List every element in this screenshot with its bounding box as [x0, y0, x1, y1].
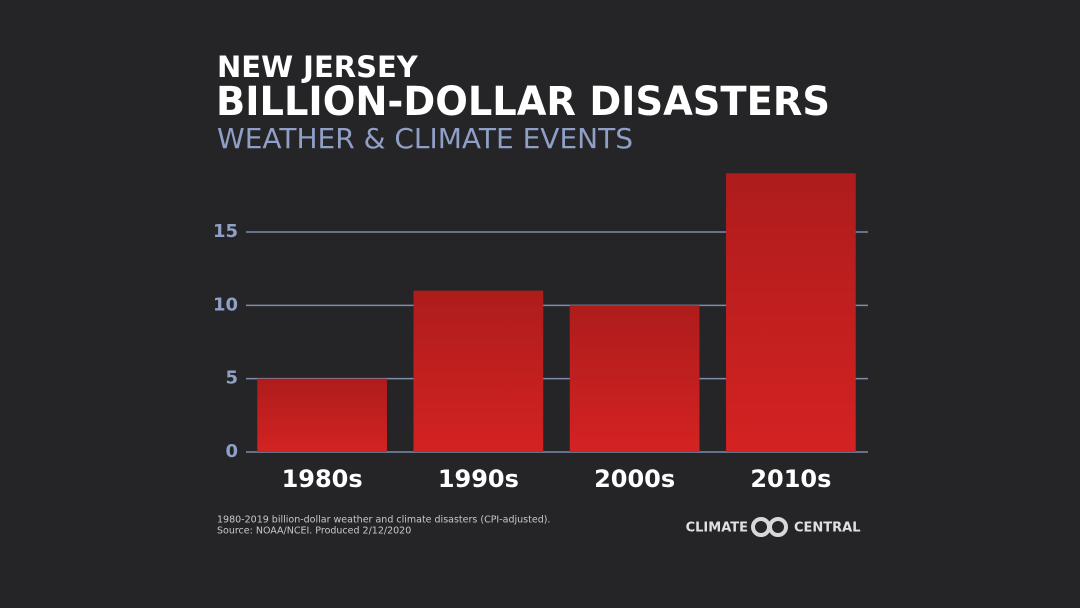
- footnote: Source: NOAA/NCEI. Produced 2/12/2020: [217, 526, 411, 537]
- x-tick-label: 2000s: [594, 465, 675, 493]
- logo-text: CENTRAL: [794, 521, 861, 536]
- y-tick-label: 15: [213, 221, 238, 242]
- chart-title: BILLION-DOLLAR DISASTERS: [216, 79, 830, 125]
- x-tick-label: 2010s: [750, 465, 831, 493]
- bar-shade: [569, 305, 700, 452]
- bar-shade: [257, 378, 387, 452]
- chart-supertitle: NEW JERSEY: [217, 50, 419, 84]
- bar-shade: [413, 290, 544, 452]
- y-tick-label: 0: [225, 441, 238, 462]
- x-tick-label: 1980s: [282, 465, 363, 493]
- logo-text: CLIMATE: [686, 521, 748, 536]
- y-tick-label: 5: [225, 368, 238, 389]
- logo-icon: [751, 517, 788, 537]
- y-tick-label: 10: [213, 294, 238, 315]
- bar-shade: [726, 173, 856, 453]
- footnote: 1980-2019 billion-dollar weather and cli…: [217, 515, 550, 526]
- x-tick-label: 1990s: [438, 465, 519, 493]
- chart-subtitle: WEATHER & CLIMATE EVENTS: [217, 122, 633, 155]
